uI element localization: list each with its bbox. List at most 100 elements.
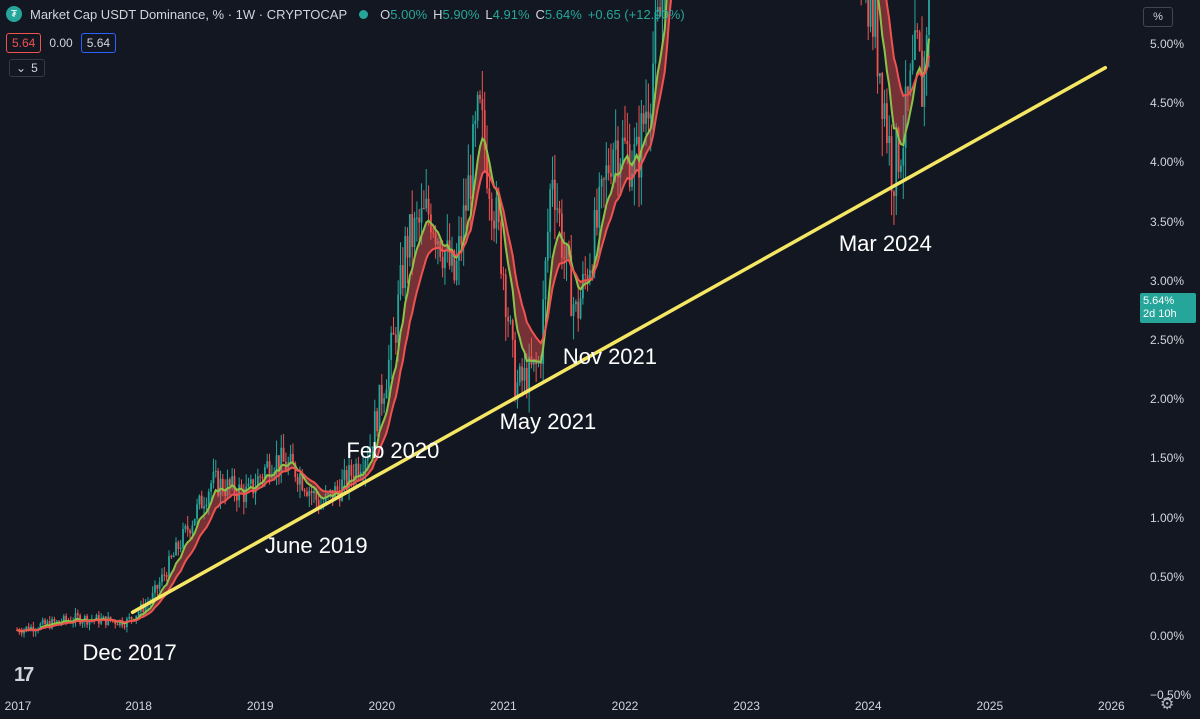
candle-body — [198, 495, 201, 505]
candle-body — [413, 217, 416, 248]
candle-body — [233, 476, 236, 494]
candle-body — [263, 467, 266, 479]
candle-body — [175, 542, 177, 556]
candle-body — [546, 231, 549, 261]
annotation-label: Dec 2017 — [82, 639, 177, 665]
annotation-label: Feb 2020 — [346, 438, 440, 464]
candle-body — [327, 493, 329, 495]
x-tick-label: 2021 — [490, 699, 517, 713]
candle-body — [645, 111, 647, 124]
candle-body — [434, 233, 437, 245]
candle-body — [144, 605, 147, 612]
candle-body — [137, 611, 140, 616]
candle-body — [493, 220, 495, 229]
annotation-label: June 2019 — [264, 533, 368, 559]
candle-body — [507, 316, 509, 322]
candle-body — [182, 528, 184, 548]
candle-body — [196, 504, 198, 519]
candle-body — [41, 619, 44, 624]
current-price-tag: 5.64% 2d 10h — [1140, 293, 1196, 323]
candle-body — [219, 478, 222, 496]
indicator-value-2: 0.00 — [49, 36, 73, 50]
candle-body — [631, 173, 633, 187]
percent-scale-button[interactable]: % — [1143, 7, 1173, 27]
candle-body — [451, 250, 453, 266]
candle-body — [881, 73, 884, 120]
candlesticks — [16, 0, 930, 638]
tether-icon: ₮ — [6, 6, 22, 22]
candle-body — [584, 273, 587, 276]
candle-body — [135, 615, 138, 621]
candle-body — [116, 624, 119, 626]
current-price-value: 5.64% — [1143, 295, 1175, 307]
candle-body — [366, 457, 369, 461]
candle-body — [76, 613, 79, 616]
y-tick-label: 1.50% — [1150, 451, 1185, 466]
x-tick-label: 2022 — [611, 699, 639, 713]
candle-body — [518, 366, 521, 383]
candle-body — [343, 470, 346, 480]
candle-body — [200, 495, 203, 509]
candle-body — [256, 476, 259, 488]
candle-body — [656, 7, 659, 13]
candle-body — [649, 113, 652, 119]
candle-body — [81, 621, 84, 624]
indicators-collapse-button[interactable]: ⌄ 5 — [9, 59, 45, 77]
candle-body — [154, 585, 156, 593]
candle-body — [586, 275, 589, 282]
candle-body — [570, 255, 573, 316]
candle-body — [186, 525, 189, 531]
indicator-value-3[interactable]: 5.64 — [80, 33, 117, 53]
candle-body — [380, 384, 383, 404]
candle-body — [558, 208, 561, 214]
candle-body — [324, 494, 327, 504]
bar-countdown: 2d 10h — [1143, 308, 1177, 320]
candle-body — [642, 113, 645, 124]
tradingview-logo-icon[interactable]: 17 — [14, 664, 34, 686]
y-tick-label: −0.50% — [1150, 688, 1192, 703]
candle-body — [373, 411, 376, 447]
candle-body — [928, 0, 930, 35]
candle-body — [878, 73, 881, 77]
candle-body — [874, 0, 877, 37]
candle-body — [486, 149, 488, 189]
candle-body — [871, 0, 874, 37]
candle-body — [411, 214, 414, 248]
candle-body — [617, 140, 619, 178]
candle-body — [95, 615, 98, 620]
y-tick-label: 3.50% — [1150, 214, 1185, 229]
candle-body — [914, 30, 916, 60]
candle-body — [88, 619, 91, 625]
candle-body — [600, 178, 603, 187]
x-tick-label: 2025 — [976, 699, 1004, 713]
candle-body — [460, 236, 463, 245]
candle-body — [495, 197, 498, 229]
y-tick-label: 2.00% — [1150, 392, 1185, 407]
candle-body — [579, 298, 582, 319]
candle-body — [869, 0, 872, 27]
candle-body — [432, 232, 435, 234]
candle-body — [62, 615, 65, 623]
candle-body — [394, 334, 397, 343]
candle-body — [883, 103, 886, 120]
candle-body — [249, 479, 252, 484]
candle-body — [469, 175, 472, 199]
symbol-title[interactable]: Market Cap USDT Dominance, % · 1W · CRYP… — [30, 6, 348, 22]
candle-body — [278, 455, 280, 472]
candle-body — [268, 461, 271, 478]
candle-body — [404, 236, 407, 289]
candle-body — [500, 221, 502, 274]
candle-body — [652, 63, 654, 114]
candle-body — [401, 265, 404, 289]
gear-icon[interactable]: ⚙ — [1160, 696, 1175, 713]
candle-body — [193, 518, 196, 526]
candle-body — [465, 205, 467, 211]
candle-body — [247, 483, 250, 487]
candle-body — [640, 113, 643, 178]
candle-body — [659, 7, 661, 17]
candle-body — [635, 136, 638, 144]
y-tick-label: 4.00% — [1150, 155, 1185, 170]
price-chart[interactable] — [0, 0, 1136, 692]
indicator-value-1[interactable]: 5.64 — [6, 33, 42, 53]
y-tick-label: 0.00% — [1150, 629, 1185, 643]
